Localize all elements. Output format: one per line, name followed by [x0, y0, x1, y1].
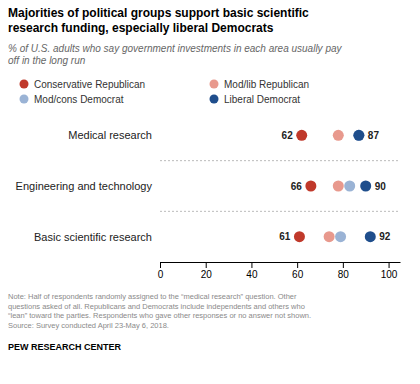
dot	[353, 130, 364, 141]
y-tick-label: Basic scientific research	[34, 231, 152, 243]
legend-swatch	[20, 95, 29, 104]
note-line: Note: Half of respondents randomly assig…	[8, 292, 297, 301]
source-label: PEW RESEARCH CENTER	[8, 342, 122, 352]
x-tick-mark	[297, 262, 298, 268]
subtitle-line: off in the long run	[8, 55, 86, 66]
data-label: 62	[282, 130, 294, 141]
series	[335, 130, 364, 242]
x-tick-mark	[206, 262, 207, 268]
series	[353, 130, 375, 242]
dot	[333, 130, 344, 141]
legend-swatch	[210, 80, 219, 89]
marks	[294, 130, 376, 242]
separators	[160, 161, 400, 212]
x-tick: 60	[292, 262, 304, 280]
x-tick-label: 40	[246, 269, 258, 280]
separator	[160, 211, 400, 212]
note-line: Source: Survey conducted April 23-May 6,…	[8, 321, 169, 330]
title-line: Majorities of political groups support b…	[8, 6, 309, 20]
chart-svg: Majorities of political groups support b…	[0, 0, 420, 384]
y-tick-label: Medical research	[68, 129, 152, 141]
dot	[324, 231, 335, 242]
dot	[294, 231, 305, 242]
dot	[360, 181, 371, 192]
dot	[344, 181, 355, 192]
subtitle-line: % of U.S. adults who say government inve…	[8, 43, 343, 54]
x-tick-mark	[160, 262, 161, 268]
y-axis: Medical research Engineering and technolo…	[16, 129, 153, 242]
legend: Conservative Republican Mod/lib Republica…	[20, 79, 310, 105]
subtitle: % of U.S. adults who say government inve…	[8, 43, 343, 66]
legend-label: Liberal Democrat	[224, 94, 300, 105]
x-tick-mark	[343, 262, 344, 268]
x-tick: 20	[201, 262, 213, 280]
y-tick-label: Engineering and technology	[16, 180, 153, 192]
x-tick-label: 0	[158, 269, 164, 280]
note-line: questions asked of all. Republicans and …	[8, 302, 305, 311]
legend-item: Conservative Republican	[20, 79, 146, 90]
note-line: “lean” toward the parties. Respondents w…	[8, 311, 311, 320]
y-tick: Engineering and technology	[16, 180, 153, 192]
x-tick-label: 100	[381, 269, 398, 280]
dot	[333, 181, 344, 192]
data-label: 92	[379, 231, 391, 242]
y-tick: Basic scientific research	[34, 231, 152, 243]
legend-swatch	[20, 80, 29, 89]
x-tick: 80	[338, 262, 350, 280]
series	[324, 130, 344, 242]
note: Note: Half of respondents randomly assig…	[8, 292, 311, 330]
data-labels: 62 66 61 87 90 92	[279, 130, 391, 242]
x-tick-label: 20	[201, 269, 213, 280]
legend-item: Liberal Democrat	[210, 94, 301, 105]
x-tick: 0	[158, 262, 164, 280]
data-label: 87	[368, 130, 380, 141]
dot	[335, 231, 346, 242]
title-line: research funding, especially liberal Dem…	[8, 21, 274, 35]
x-tick-mark	[389, 262, 390, 268]
legend-label: Mod/lib Republican	[224, 79, 309, 90]
legend-item: Mod/lib Republican	[210, 79, 310, 90]
dot	[296, 130, 307, 141]
chart-container: Majorities of political groups support b…	[0, 0, 420, 384]
data-label: 66	[291, 181, 303, 192]
data-label: 90	[375, 181, 387, 192]
legend-label: Conservative Republican	[34, 79, 145, 90]
x-axis-line	[161, 262, 401, 263]
x-tick-label: 60	[292, 269, 304, 280]
x-tick-mark	[251, 262, 252, 268]
title: Majorities of political groups support b…	[8, 6, 309, 35]
y-tick: Medical research	[68, 129, 152, 141]
x-tick-label: 80	[338, 269, 350, 280]
data-label: 61	[279, 231, 291, 242]
x-axis: 0 20 40 60 80 100	[158, 262, 401, 280]
legend-item: Mod/cons Democrat	[20, 94, 124, 105]
legend-label: Mod/cons Democrat	[34, 94, 124, 105]
dot	[305, 181, 316, 192]
legend-swatch	[210, 95, 219, 104]
dot	[365, 231, 376, 242]
x-tick: 100	[381, 262, 398, 280]
x-tick: 40	[246, 262, 258, 280]
separator	[160, 160, 400, 161]
dot	[353, 130, 364, 141]
